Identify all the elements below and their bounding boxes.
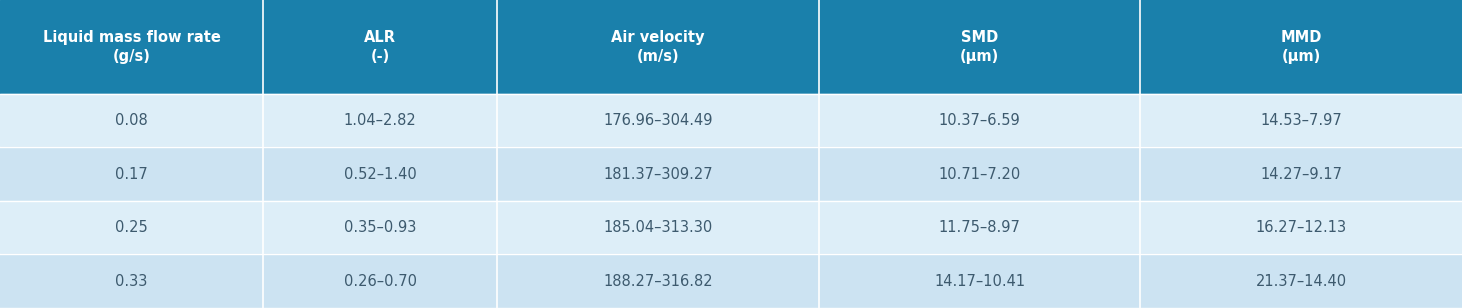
- Text: 176.96–304.49: 176.96–304.49: [604, 113, 712, 128]
- Bar: [819, 254, 1140, 308]
- Text: 14.17–10.41: 14.17–10.41: [934, 274, 1025, 289]
- Bar: [0, 254, 263, 308]
- Text: 0.08: 0.08: [115, 113, 148, 128]
- Bar: [263, 94, 497, 148]
- Text: 0.17: 0.17: [115, 167, 148, 182]
- Bar: [497, 0, 819, 94]
- Text: 188.27–316.82: 188.27–316.82: [604, 274, 712, 289]
- Text: 0.25: 0.25: [115, 220, 148, 235]
- Text: 16.27–12.13: 16.27–12.13: [1256, 220, 1347, 235]
- Bar: [263, 0, 497, 94]
- Bar: [263, 148, 497, 201]
- Bar: [1140, 201, 1462, 254]
- Bar: [1140, 94, 1462, 148]
- Bar: [819, 0, 1140, 94]
- Bar: [819, 94, 1140, 148]
- Bar: [497, 148, 819, 201]
- Bar: [497, 254, 819, 308]
- Text: 11.75–8.97: 11.75–8.97: [939, 220, 1020, 235]
- Bar: [0, 0, 263, 94]
- Text: SMD
(µm): SMD (µm): [961, 30, 999, 64]
- Text: 14.27–9.17: 14.27–9.17: [1260, 167, 1342, 182]
- Bar: [263, 201, 497, 254]
- Text: 14.53–7.97: 14.53–7.97: [1260, 113, 1342, 128]
- Text: 0.33: 0.33: [115, 274, 148, 289]
- Bar: [1140, 254, 1462, 308]
- Bar: [819, 148, 1140, 201]
- Text: 21.37–14.40: 21.37–14.40: [1256, 274, 1347, 289]
- Bar: [0, 94, 263, 148]
- Text: MMD
(µm): MMD (µm): [1281, 30, 1322, 64]
- Bar: [819, 201, 1140, 254]
- Text: 0.35–0.93: 0.35–0.93: [344, 220, 417, 235]
- Text: 10.37–6.59: 10.37–6.59: [939, 113, 1020, 128]
- Text: 181.37–309.27: 181.37–309.27: [604, 167, 712, 182]
- Text: 185.04–313.30: 185.04–313.30: [604, 220, 712, 235]
- Text: Liquid mass flow rate
(g/s): Liquid mass flow rate (g/s): [42, 30, 221, 64]
- Text: ALR
(-): ALR (-): [364, 30, 396, 64]
- Bar: [497, 201, 819, 254]
- Bar: [263, 254, 497, 308]
- Bar: [497, 94, 819, 148]
- Text: 10.71–7.20: 10.71–7.20: [939, 167, 1020, 182]
- Bar: [1140, 148, 1462, 201]
- Text: 0.52–1.40: 0.52–1.40: [344, 167, 417, 182]
- Bar: [1140, 0, 1462, 94]
- Text: 1.04–2.82: 1.04–2.82: [344, 113, 417, 128]
- Text: Air velocity
(m/s): Air velocity (m/s): [611, 30, 705, 64]
- Bar: [0, 148, 263, 201]
- Bar: [0, 201, 263, 254]
- Text: 0.26–0.70: 0.26–0.70: [344, 274, 417, 289]
